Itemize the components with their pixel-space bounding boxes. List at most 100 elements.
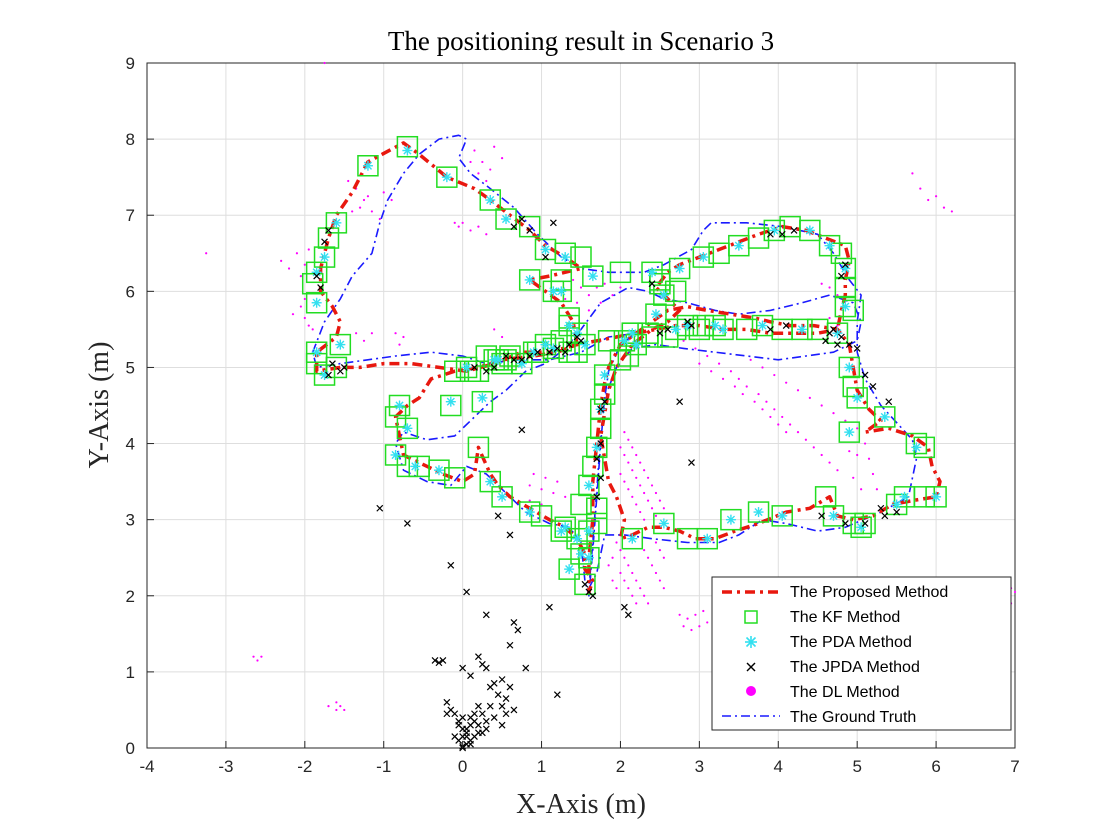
jpda-point [482,611,490,619]
legend-pda-swatch [745,636,757,648]
dl-point [745,385,748,388]
pda-point [560,252,571,263]
pda-point [879,411,890,422]
dl-point [307,324,310,327]
kf-point [566,322,588,344]
pda-point [599,370,610,381]
jpda-point [376,504,384,512]
dl-point [658,549,662,552]
kf-point [649,272,671,295]
kf-point [443,360,466,382]
dl-point [493,145,496,148]
kf-point [570,493,592,516]
pda-point [497,491,508,502]
y-tick-label: 7 [126,206,135,225]
pda-point [402,145,413,156]
dl-point [402,335,405,339]
dl-point [852,476,855,479]
dl-point [627,488,630,491]
dl-point [796,389,800,392]
x-tick-label: 4 [774,757,783,776]
jpda-point [837,272,845,280]
pda-point [796,324,807,335]
jpda-point [565,341,573,349]
pda-point [556,286,567,297]
dl-point [631,594,634,597]
kf-point [582,265,604,287]
jpda-point [597,405,605,413]
jpda-point [778,230,786,238]
kf-point [443,467,466,489]
dl-point [690,628,693,632]
jpda-point [881,512,889,520]
dl-point [860,488,863,491]
dl-point [493,328,496,331]
dl-point [875,488,879,491]
jpda-point [494,691,502,699]
kf-point [522,341,545,363]
kf-point [664,318,687,341]
dl-point [698,362,701,365]
dl-point [572,278,575,282]
y-tick-label: 3 [126,511,135,530]
pda-point [540,339,551,350]
dl-point [295,252,299,255]
dl-point [477,225,480,228]
kf-point [495,208,517,230]
jpda-point [688,322,695,330]
jpda-point [498,721,506,729]
pda-point [583,480,594,491]
dl-point [942,206,946,209]
pda-point [674,263,685,274]
jpda-point [510,618,518,626]
dl-point [635,579,638,582]
kf-point [558,558,580,580]
pda-point [658,518,669,529]
dl-point [623,453,626,457]
kf-point [621,527,644,550]
legend-truth-label: The Ground Truth [790,709,916,726]
jpda-point [522,664,530,672]
jpda-point [782,322,790,330]
x-tick-label: 1 [537,757,546,776]
jpda-point [877,504,885,512]
dl-point [848,450,851,453]
dl-point [575,301,579,304]
kf-point [467,436,490,459]
x-tick-label: 0 [458,757,467,776]
jpda-point [443,698,451,706]
pda-point [587,271,598,282]
jpda-point [510,706,518,714]
jpda-point [317,284,325,291]
dl-point [599,301,602,304]
jpda-point [403,520,411,527]
dl-point [485,233,488,236]
jpda-point [830,325,837,333]
legend-dl-label: The DL Method [790,684,900,701]
kf-point [578,546,600,569]
x-axis-label: X-Axis (m) [516,789,646,820]
pda-point [824,240,835,251]
marks-layer [205,61,1017,752]
kf-point [676,527,699,550]
dl-point [362,339,366,342]
y-tick-label: 9 [126,54,135,73]
pda-point [485,195,496,205]
dl-point [694,347,697,350]
dl-point [812,446,815,449]
kf-point [479,470,502,493]
kf-point [720,508,742,531]
dl-point [627,461,630,464]
pda-point [501,214,512,225]
dl-point [477,172,480,175]
dl-point [382,191,385,194]
dl-point [619,472,622,476]
jpda-point [518,215,526,223]
dl-point [627,587,630,590]
jpda-point [502,695,510,702]
y-tick-label: 2 [126,587,135,606]
pda-point [627,328,638,339]
kf-point [578,520,600,542]
dl-point [532,472,535,476]
kf-point [305,292,328,314]
